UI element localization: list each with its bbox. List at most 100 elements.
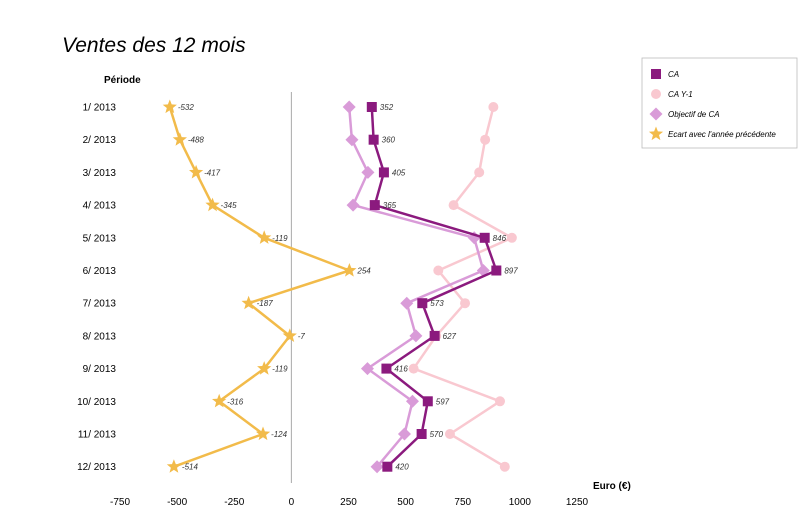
y-tick-label: 11/ 2013: [78, 430, 117, 441]
data-label: -417: [204, 168, 221, 177]
y-tick-label: 8/ 2013: [83, 331, 117, 342]
data-point: [212, 393, 227, 408]
data-point: [369, 200, 380, 211]
y-tick-label: 12/ 2013: [77, 462, 116, 473]
data-point: [460, 298, 471, 309]
data-label: 352: [380, 103, 394, 112]
data-label: -124: [271, 430, 288, 439]
series-layer: 352 360 405 365 846 897 573 627 416 597 570 420 -532…: [162, 99, 518, 474]
data-label: -316: [227, 397, 244, 406]
x-axis-label: Euro (€): [593, 481, 631, 492]
x-tick-label: 500: [397, 497, 414, 508]
y-axis-ticks: 1/ 2013 2/ 2013 3/ 2013 4/ 2013 5/ 2013 6/ 20…: [77, 103, 116, 474]
data-point: [429, 330, 440, 341]
data-point: [409, 329, 423, 343]
x-tick-label: -250: [224, 497, 244, 508]
data-label: 597: [436, 397, 450, 406]
series-line: [168, 106, 351, 468]
data-point: [408, 363, 419, 374]
y-tick-label: 9/ 2013: [83, 364, 117, 375]
data-point: [361, 165, 375, 179]
data-point: [448, 200, 459, 211]
x-tick-label: -500: [167, 497, 187, 508]
y-tick-label: 4/ 2013: [83, 201, 117, 212]
x-tick-label: -750: [110, 497, 130, 508]
data-point: [342, 100, 356, 114]
data-point: [480, 134, 491, 145]
legend: CA CA Y-1 Objectif de CA Ecart avec l'année…: [641, 57, 798, 149]
x-tick-label: 1250: [566, 497, 589, 508]
data-label: 416: [394, 365, 408, 374]
y-axis-label: Période: [104, 75, 141, 86]
legend-entry: CA Y-1: [668, 90, 693, 99]
data-label: 420: [395, 463, 409, 472]
data-label: -119: [272, 365, 288, 374]
data-point: [172, 132, 187, 146]
data-label: 627: [443, 332, 457, 341]
legend-marker: [648, 126, 664, 141]
data-label: -119: [272, 234, 288, 243]
data-point: [400, 296, 414, 310]
data-point: [189, 164, 204, 179]
data-label: -532: [178, 103, 195, 112]
data-point: [255, 426, 271, 441]
x-tick-label: 1000: [509, 497, 532, 508]
data-point: [257, 230, 272, 244]
legend-entry: CA: [668, 70, 679, 79]
data-label: 365: [383, 201, 397, 210]
legend-marker: [649, 107, 663, 121]
data-point: [422, 396, 433, 407]
legend-entry: Objectif de CA: [668, 110, 720, 119]
y-tick-label: 6/ 2013: [83, 266, 117, 277]
data-point: [205, 197, 220, 212]
series-star: -532 -488 -417 -345 -119 254 -187 -7 -119 -316 -12…: [162, 99, 371, 473]
y-tick-label: 7/ 2013: [83, 299, 117, 310]
data-point: [166, 459, 182, 473]
data-point: [499, 461, 510, 472]
y-tick-label: 1/ 2013: [83, 103, 117, 114]
data-label: 570: [430, 430, 444, 439]
data-label: -7: [298, 332, 306, 341]
x-tick-label: 0: [289, 497, 295, 508]
data-point: [257, 361, 272, 375]
data-point: [491, 265, 502, 276]
data-point: [345, 133, 359, 147]
data-point: [241, 295, 256, 310]
data-point: [405, 394, 419, 408]
series-line: [370, 106, 498, 468]
y-tick-label: 3/ 2013: [83, 168, 117, 179]
data-point: [378, 167, 389, 178]
x-tick-label: 750: [454, 497, 471, 508]
data-point: [416, 429, 427, 439]
data-label: -187: [257, 299, 274, 308]
data-point: [397, 427, 411, 441]
chart-title: Ventes des 12 mois: [62, 34, 246, 57]
y-tick-label: 10/ 2013: [77, 397, 116, 408]
data-point: [282, 328, 297, 342]
data-point: [366, 102, 377, 112]
data-label: 405: [392, 168, 406, 177]
data-point: [479, 232, 490, 243]
data-point: [444, 429, 455, 439]
data-point: [368, 134, 379, 145]
data-point: [346, 198, 360, 212]
data-point: [360, 362, 374, 376]
legend-box: [641, 57, 798, 149]
data-label: -488: [188, 136, 205, 145]
data-point: [370, 460, 384, 474]
series-line: [347, 106, 485, 468]
data-point: [494, 396, 505, 407]
y-tick-label: 2/ 2013: [83, 135, 117, 146]
data-point: [417, 298, 428, 309]
legend-marker: [651, 89, 661, 99]
data-label: 360: [382, 136, 396, 145]
data-point: [162, 99, 177, 114]
x-tick-label: 250: [340, 497, 357, 508]
data-point: [433, 265, 444, 276]
series-diamond: [342, 100, 490, 474]
data-point: [488, 102, 499, 112]
legend-entry: Ecart avec l'année précédente: [668, 130, 776, 139]
data-point: [342, 263, 357, 277]
data-label: 897: [504, 267, 518, 276]
